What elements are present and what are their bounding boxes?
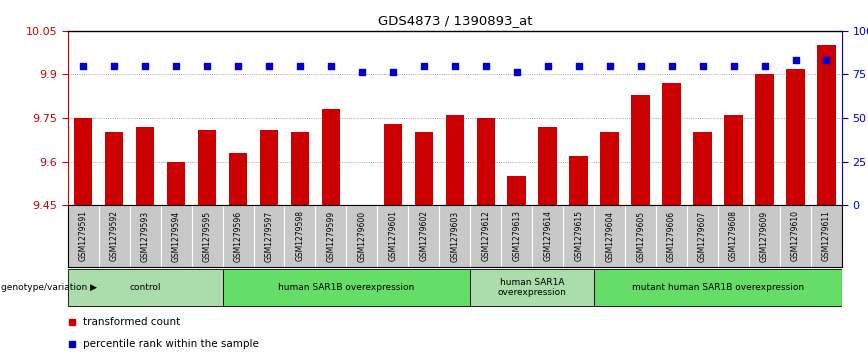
Text: GSM1279597: GSM1279597 xyxy=(265,211,273,261)
Bar xyxy=(817,45,836,205)
Text: GSM1279599: GSM1279599 xyxy=(326,211,335,261)
Bar xyxy=(786,69,805,205)
Text: GSM1279605: GSM1279605 xyxy=(636,211,645,261)
Point xyxy=(108,63,122,69)
Text: GSM1279592: GSM1279592 xyxy=(109,211,119,261)
Bar xyxy=(384,124,402,205)
FancyBboxPatch shape xyxy=(68,269,222,306)
Point xyxy=(262,63,276,69)
Point xyxy=(231,63,245,69)
Point xyxy=(76,63,90,69)
Point xyxy=(634,63,648,69)
Bar xyxy=(229,153,247,205)
Bar xyxy=(445,115,464,205)
Text: GSM1279594: GSM1279594 xyxy=(172,211,181,261)
Point xyxy=(541,63,555,69)
Bar xyxy=(415,132,433,205)
FancyBboxPatch shape xyxy=(470,269,595,306)
Bar xyxy=(135,127,155,205)
Text: GSM1279598: GSM1279598 xyxy=(295,211,305,261)
Bar xyxy=(74,118,93,205)
Bar xyxy=(322,109,340,205)
Text: human SAR1A
overexpression: human SAR1A overexpression xyxy=(498,278,567,297)
Point xyxy=(727,63,740,69)
Text: transformed count: transformed count xyxy=(83,317,181,327)
Text: GSM1279606: GSM1279606 xyxy=(667,211,676,261)
Text: GSM1279609: GSM1279609 xyxy=(760,211,769,261)
Text: GSM1279604: GSM1279604 xyxy=(605,211,615,261)
Text: percentile rank within the sample: percentile rank within the sample xyxy=(83,339,259,349)
Text: GSM1279615: GSM1279615 xyxy=(575,211,583,261)
Point xyxy=(572,63,586,69)
Text: GSM1279614: GSM1279614 xyxy=(543,211,552,261)
Point xyxy=(758,63,772,69)
Text: GSM1279610: GSM1279610 xyxy=(791,211,800,261)
Text: GSM1279601: GSM1279601 xyxy=(388,211,398,261)
Point xyxy=(448,63,462,69)
Text: GSM1279593: GSM1279593 xyxy=(141,211,149,261)
Text: GSM1279611: GSM1279611 xyxy=(822,211,831,261)
Title: GDS4873 / 1390893_at: GDS4873 / 1390893_at xyxy=(378,14,532,27)
Bar xyxy=(755,74,774,205)
Point xyxy=(293,63,307,69)
Text: GSM1279591: GSM1279591 xyxy=(79,211,88,261)
Bar xyxy=(631,95,650,205)
Point xyxy=(665,63,679,69)
Bar xyxy=(291,132,309,205)
Bar xyxy=(260,130,279,205)
Bar xyxy=(601,132,619,205)
Bar xyxy=(538,127,557,205)
Text: GSM1279608: GSM1279608 xyxy=(729,211,738,261)
Text: GSM1279613: GSM1279613 xyxy=(512,211,522,261)
Text: GSM1279600: GSM1279600 xyxy=(358,211,366,261)
Bar xyxy=(477,118,495,205)
Point xyxy=(510,69,523,74)
Text: genotype/variation ▶: genotype/variation ▶ xyxy=(1,283,97,292)
Bar xyxy=(508,176,526,205)
Point xyxy=(386,69,400,74)
Point xyxy=(201,63,214,69)
Bar xyxy=(694,132,712,205)
Point xyxy=(417,63,431,69)
Text: control: control xyxy=(129,283,161,292)
Point xyxy=(788,57,802,63)
Text: GSM1279603: GSM1279603 xyxy=(450,211,459,261)
Point xyxy=(819,57,833,63)
Text: GSM1279602: GSM1279602 xyxy=(419,211,429,261)
Bar xyxy=(569,156,588,205)
Bar xyxy=(198,130,216,205)
Text: GSM1279596: GSM1279596 xyxy=(233,211,242,261)
Point xyxy=(695,63,709,69)
Bar xyxy=(167,162,186,205)
Text: human SAR1B overexpression: human SAR1B overexpression xyxy=(279,283,415,292)
FancyBboxPatch shape xyxy=(595,269,842,306)
Bar xyxy=(105,132,123,205)
FancyBboxPatch shape xyxy=(222,269,470,306)
Text: GSM1279612: GSM1279612 xyxy=(481,211,490,261)
Point xyxy=(138,63,152,69)
Text: GSM1279595: GSM1279595 xyxy=(202,211,212,261)
Point xyxy=(355,69,369,74)
Point xyxy=(602,63,616,69)
Text: mutant human SAR1B overexpression: mutant human SAR1B overexpression xyxy=(632,283,804,292)
Point xyxy=(169,63,183,69)
Point xyxy=(479,63,493,69)
Point xyxy=(324,63,338,69)
Bar xyxy=(662,83,681,205)
Bar xyxy=(724,115,743,205)
Text: GSM1279607: GSM1279607 xyxy=(698,211,707,261)
